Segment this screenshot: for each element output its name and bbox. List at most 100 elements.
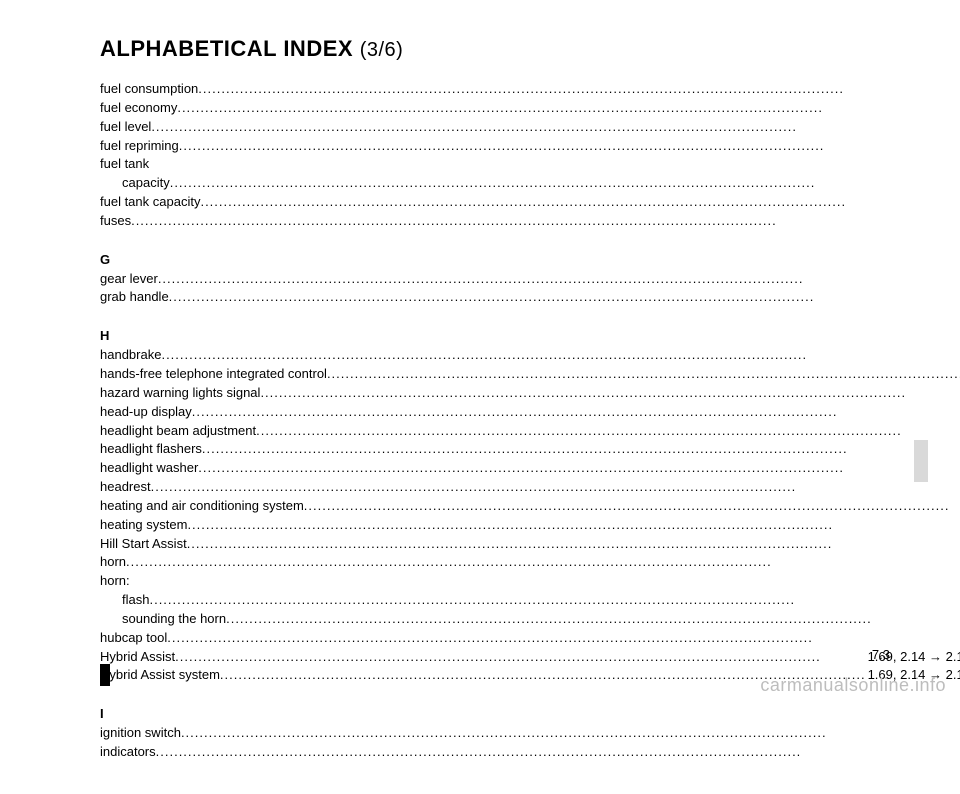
index-label: handbrake	[100, 346, 161, 365]
leader-dots	[202, 440, 960, 459]
index-entry: sounding the horn 1.94	[100, 610, 960, 629]
title-sub: (3/6)	[360, 39, 404, 61]
leader-dots	[304, 497, 960, 516]
index-label: headlight beam adjustment	[100, 422, 256, 441]
index-label: hazard warning lights signal	[100, 384, 260, 403]
index-label: indicators	[100, 743, 156, 762]
leader-dots	[131, 212, 960, 231]
leader-dots	[175, 648, 865, 667]
index-label: Hill Start Assist	[100, 535, 187, 554]
index-entry: fuel tank capacity 1.110 → 1.112	[100, 193, 960, 212]
leader-dots	[151, 118, 960, 137]
watermark: carmanualsonline.info	[760, 675, 946, 696]
leader-dots	[167, 629, 960, 648]
index-entry: headlight flashers 1.94	[100, 440, 960, 459]
index-entry: ignition switch 2.3	[100, 724, 960, 743]
index-label: horn:	[100, 572, 130, 591]
index-label: sounding the horn	[122, 610, 226, 629]
index-label: Hybrid Assist system	[100, 666, 220, 685]
index-entry: grab handle 3.32	[100, 288, 960, 307]
index-label: fuel tank	[100, 155, 149, 174]
leader-dots	[327, 365, 960, 384]
leader-dots	[177, 99, 960, 118]
index-label: fuel consumption	[100, 80, 198, 99]
page-title: ALPHABETICAL INDEX (3/6)	[100, 36, 890, 62]
leader-dots	[151, 478, 960, 497]
index-entry: indicators 1.94, 5.17 – 5.18	[100, 743, 960, 762]
index-entry: headlight washer 1.106	[100, 459, 960, 478]
leader-dots	[170, 174, 960, 193]
index-label: horn	[100, 553, 126, 572]
leader-dots	[260, 384, 960, 403]
index-label: gear lever	[100, 270, 158, 289]
leader-dots	[161, 346, 960, 365]
index-entry: heating system 3.6 → 3.13, 3.19	[100, 516, 960, 535]
leader-dots	[200, 193, 960, 212]
index-label: ignition switch	[100, 724, 181, 743]
leader-dots	[156, 743, 960, 762]
leader-dots	[158, 270, 960, 289]
leader-dots	[198, 459, 960, 478]
leader-dots	[226, 610, 960, 629]
index-columns: fuel consumption 2.24 → 2.29fuel economy…	[100, 80, 890, 764]
index-entry: Hill Start Assist2.35 → 2.39	[100, 535, 960, 554]
leader-dots	[187, 516, 960, 535]
index-label: hubcap tool	[100, 629, 167, 648]
index-label: Hybrid Assist	[100, 648, 175, 667]
leader-dots	[192, 403, 960, 422]
index-entry: fuel consumption 2.24 → 2.29	[100, 80, 960, 99]
side-tab	[914, 440, 928, 482]
index-entry: fuel level 1.72	[100, 118, 960, 137]
index-entry: head-up display 1.72 → 1.77	[100, 403, 960, 422]
leader-dots	[179, 137, 960, 156]
title-main: ALPHABETICAL INDEX	[100, 36, 353, 61]
index-entry: horn 1.94	[100, 553, 960, 572]
index-label: head-up display	[100, 403, 192, 422]
corner-mark	[100, 664, 110, 686]
index-entry: headlight beam adjustment 1.101	[100, 422, 960, 441]
index-entry: heating and air conditioning system 3.6 …	[100, 497, 960, 516]
leader-dots	[126, 553, 960, 572]
leader-dots	[198, 80, 960, 99]
section-letter: H	[100, 327, 960, 346]
section-spacer	[100, 307, 960, 317]
index-label: flash	[122, 591, 149, 610]
index-label: fuel repriming	[100, 137, 179, 156]
index-entry: hands-free telephone integrated control …	[100, 365, 960, 384]
index-entry: Hybrid Assist 1.69, 2.14 → 2.19, 3.44, 3…	[100, 648, 960, 667]
index-entry: headrest 3.38	[100, 478, 960, 497]
leader-dots	[169, 288, 960, 307]
index-entry: fuel economy 2.24 → 2.29	[100, 99, 960, 118]
index-entry: hazard warning lights signal 1.94 – 1.95	[100, 384, 960, 403]
leader-dots	[181, 724, 960, 743]
index-label: headrest	[100, 478, 151, 497]
index-label: fuel tank capacity	[100, 193, 200, 212]
index-label: headlight washer	[100, 459, 198, 478]
index-label: hands-free telephone integrated control	[100, 365, 327, 384]
column-left: fuel consumption 2.24 → 2.29fuel economy…	[100, 80, 960, 764]
index-entry: hubcap tool 5.9 → 5.11	[100, 629, 960, 648]
section-letter: I	[100, 705, 960, 724]
index-label: grab handle	[100, 288, 169, 307]
index-label: heating system	[100, 516, 187, 535]
index-heading: horn:	[100, 572, 960, 591]
index-entry: gear lever 2.20	[100, 270, 960, 289]
leader-dots	[256, 422, 960, 441]
leader-dots	[187, 535, 960, 554]
index-entry: handbrake 2.20 – 2.21	[100, 346, 960, 365]
page-number: 7.3	[872, 647, 890, 662]
index-label: headlight flashers	[100, 440, 202, 459]
leader-dots	[149, 591, 960, 610]
index-heading: fuel tank	[100, 155, 960, 174]
section-letter: G	[100, 251, 960, 270]
index-label: capacity	[122, 174, 170, 193]
index-label: heating and air conditioning system	[100, 497, 304, 516]
index-entry: fuses 5.27 – 5.28	[100, 212, 960, 231]
section-spacer	[100, 231, 960, 241]
index-entry: fuel repriming1.111	[100, 137, 960, 156]
index-entry: capacity 1.110 → 1.112	[100, 174, 960, 193]
index-label: fuel economy	[100, 99, 177, 118]
index-label: fuses	[100, 212, 131, 231]
index-entry: flash 1.94	[100, 591, 960, 610]
index-label: fuel level	[100, 118, 151, 137]
